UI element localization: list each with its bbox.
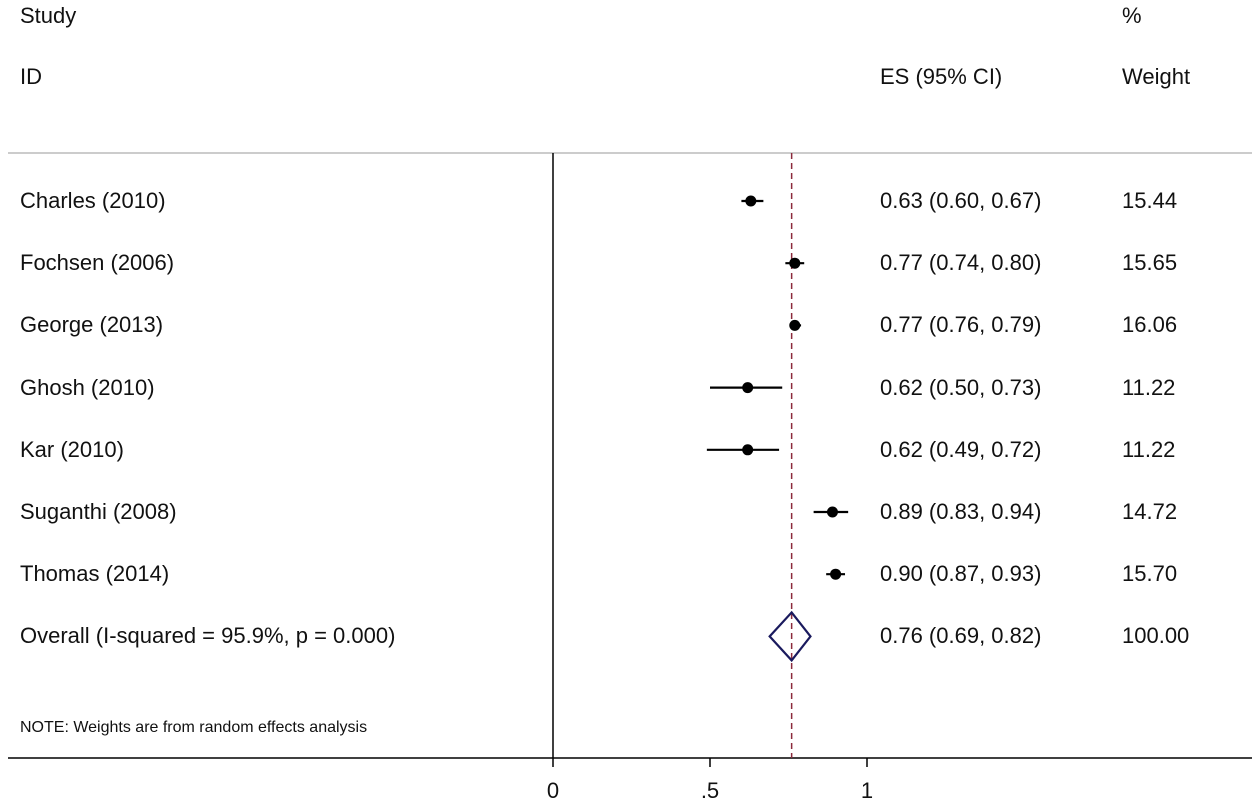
weights-note: NOTE: Weights are from random effects an… <box>20 719 368 736</box>
study-label: Suganthi (2008) <box>20 499 177 524</box>
study-label: Charles (2010) <box>20 188 166 213</box>
study-weight: 16.06 <box>1122 312 1178 338</box>
overall-es-ci: 0.76 (0.69, 0.82) <box>880 623 1042 649</box>
id-header: ID <box>20 64 42 89</box>
study-weight: 14.72 <box>1122 499 1178 524</box>
study-label: Thomas (2014) <box>20 561 170 587</box>
overall-diamond <box>768 610 812 663</box>
point-estimate <box>745 195 757 207</box>
point-estimate <box>830 568 842 580</box>
study-es-ci: 0.89 (0.83, 0.94) <box>880 499 1042 524</box>
study-header: Study <box>20 3 77 28</box>
x-tick-label: 0 <box>547 778 559 800</box>
study-label: Kar (2010) <box>20 436 124 462</box>
study-label: George (2013) <box>20 312 164 338</box>
point-estimate <box>742 382 754 394</box>
study-es-ci: 0.62 (0.50, 0.73) <box>880 374 1042 400</box>
study-label: Ghosh (2010) <box>20 374 155 400</box>
point-estimate <box>789 257 801 269</box>
study-weight: 11.22 <box>1122 436 1176 462</box>
point-estimate <box>826 506 838 518</box>
study-weight: 15.65 <box>1122 250 1178 276</box>
es-ci-header: ES (95% CI) <box>880 64 1003 89</box>
study-es-ci: 0.62 (0.49, 0.72) <box>880 436 1042 462</box>
point-estimate <box>742 444 754 456</box>
study-es-ci: 0.63 (0.60, 0.67) <box>880 188 1042 213</box>
study-es-ci: 0.90 (0.87, 0.93) <box>880 561 1042 587</box>
study-es-ci: 0.77 (0.76, 0.79) <box>880 312 1042 338</box>
point-estimate <box>789 319 801 331</box>
study-weight: 15.44 <box>1122 188 1178 213</box>
study-es-ci: 0.77 (0.74, 0.80) <box>880 250 1042 276</box>
weight-header: Weight <box>1122 64 1191 89</box>
x-tick-label: .5 <box>701 778 719 800</box>
study-weight: 15.70 <box>1122 561 1178 587</box>
overall-weight: 100.00 <box>1122 623 1190 649</box>
x-tick-label: 1 <box>861 778 873 800</box>
percent-header: % <box>1122 3 1142 28</box>
overall-label: Overall (I-squared = 95.9%, p = 0.000) <box>20 623 396 649</box>
study-weight: 11.22 <box>1122 374 1176 400</box>
study-label: Fochsen (2006) <box>20 250 175 276</box>
